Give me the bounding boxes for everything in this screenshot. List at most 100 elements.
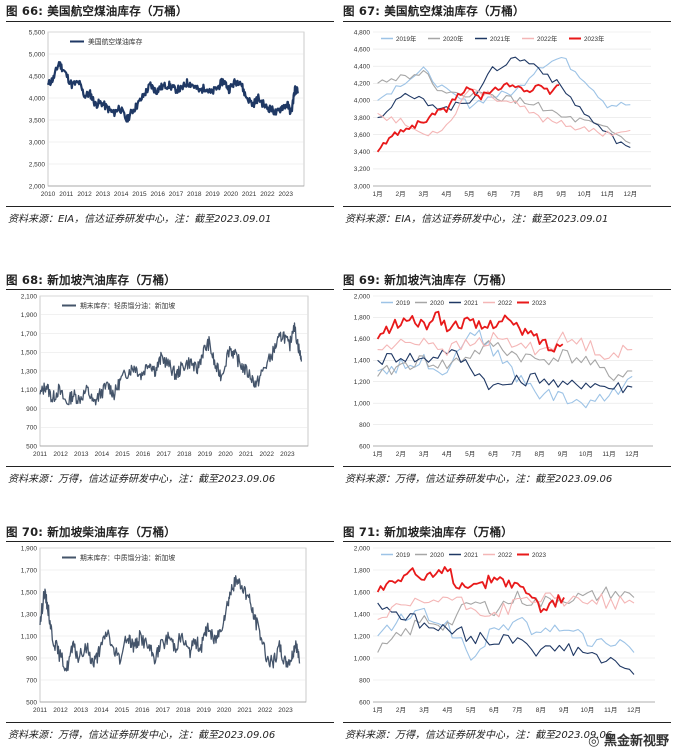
rule	[6, 21, 334, 22]
x-tick-label: 5月	[465, 450, 475, 458]
y-tick-label: 1,400	[354, 611, 371, 618]
x-tick-label: 2013	[74, 451, 89, 458]
y-tick-label: 4,000	[29, 95, 46, 102]
plot-frame	[39, 547, 307, 703]
x-tick-label: 1月	[373, 450, 383, 458]
y-tick-label: 1,100	[21, 387, 38, 394]
x-tick-label: 2月	[396, 450, 406, 458]
legend-label: 2019	[396, 552, 411, 559]
x-tick-label: 12月	[623, 190, 637, 198]
legend-label: 2021	[464, 300, 479, 307]
x-tick-label: 2019	[198, 451, 213, 458]
y-tick-label: 1,600	[354, 336, 371, 343]
x-tick-label: 4月	[442, 450, 452, 458]
y-tick-label: 4,000	[354, 98, 371, 105]
x-tick-label: 2011	[33, 451, 47, 458]
x-tick-label: 2019	[205, 191, 220, 198]
y-tick-label: 1,000	[354, 400, 371, 407]
x-tick-label: 7月	[510, 190, 520, 198]
y-tick-label: 1,200	[354, 379, 371, 386]
y-tick-label: 1,100	[21, 633, 38, 640]
x-tick-label: 1月	[373, 706, 383, 714]
series-line	[377, 56, 631, 149]
rule	[6, 289, 334, 290]
series-line	[46, 61, 300, 123]
x-tick-label: 2月	[396, 190, 406, 198]
x-tick-label: 4月	[441, 190, 451, 198]
series-line	[377, 329, 633, 409]
x-tick-label: 9月	[556, 190, 566, 198]
y-tick-label: 5,000	[29, 51, 46, 58]
x-tick-label: 2013	[96, 191, 111, 198]
x-tick-label: 10月	[579, 450, 593, 458]
x-tick-label: 2010	[41, 191, 56, 198]
legend-label: 2023	[532, 552, 547, 559]
y-tick-label: 3,000	[354, 183, 371, 190]
legend-label: 期末库存：轻质馏分油：新加坡	[80, 301, 175, 310]
x-tick-label: 2023	[278, 707, 293, 714]
x-tick-label: 12月	[627, 706, 641, 714]
series-line	[377, 331, 633, 360]
x-tick-label: 2020	[224, 191, 239, 198]
legend-label: 2022	[498, 300, 513, 307]
series-line	[39, 575, 301, 672]
x-tick-label: 12月	[625, 450, 639, 458]
x-tick-label: 2011	[59, 191, 73, 198]
y-tick-label: 3,500	[29, 117, 46, 124]
y-tick-label: 800	[359, 422, 370, 429]
x-tick-label: 2018	[176, 707, 191, 714]
rule	[6, 541, 334, 542]
chart-title: 图 67: 美国航空煤油库存（万桶）	[343, 4, 525, 18]
legend-label: 2023	[532, 300, 547, 307]
chart-title: 图 71: 新加坡柴油库存（万桶）	[343, 525, 514, 539]
x-tick-label: 2014	[95, 451, 110, 458]
source-note: 资料来源：万得，信达证券研发中心，注：截至2023.09.06	[345, 730, 613, 741]
x-tick-label: 2013	[74, 707, 89, 714]
x-tick-label: 2021	[239, 451, 254, 458]
x-tick-label: 2023	[278, 191, 293, 198]
x-tick-label: 2017	[156, 451, 171, 458]
x-tick-label: 3月	[419, 450, 429, 458]
source-note: 资料来源：万得，信达证券研发中心，注：截至2023.09.06	[8, 474, 276, 485]
y-tick-label: 600	[359, 699, 370, 706]
y-tick-label: 700	[26, 677, 37, 684]
legend-label: 美国航空煤油库存	[88, 37, 143, 46]
y-tick-label: 1,800	[354, 315, 371, 322]
series-line	[39, 322, 303, 406]
legend-label: 2019年	[396, 34, 416, 43]
y-tick-label: 4,600	[354, 46, 371, 53]
chart-sg-diesel-inventory: 500 700 900 1,100 1,300 1,500 1,700 1,900 2011 20…	[21, 545, 307, 714]
rule	[6, 206, 334, 207]
x-tick-label: 2018	[187, 191, 202, 198]
chart-us-jet-fuel-inventory: 2,000 2,500 3,000 3,500 4,000 4,500 5,000 5,500…	[29, 29, 305, 198]
y-tick-label: 3,400	[354, 149, 371, 156]
x-tick-label: 2016	[135, 707, 150, 714]
source-note: 资料来源：EIA，信达证券研发中心，注：截至2023.09.01	[345, 214, 609, 225]
legend-label: 2019	[396, 300, 411, 307]
x-tick-label: 11月	[604, 706, 617, 714]
x-tick-label: 3月	[418, 190, 428, 198]
source-note: 资料来源：EIA，信达证券研发中心，注：截至2023.09.01	[8, 214, 272, 225]
y-tick-label: 500	[26, 699, 37, 706]
chart-title: 图 66: 美国航空煤油库存（万桶）	[6, 4, 188, 18]
x-tick-label: 6月	[488, 450, 498, 458]
series-line	[377, 349, 633, 394]
x-tick-label: 2020	[218, 451, 233, 458]
x-tick-label: 2015	[132, 191, 147, 198]
x-tick-label: 2018	[177, 451, 192, 458]
chart-sg-gasoline-seasonal: 600 800 1,000 1,200 1,400 1,600 1,800 2,000 1月 2月…	[354, 293, 653, 458]
x-tick-label: 2015	[115, 707, 130, 714]
x-tick-label: 2020	[217, 707, 232, 714]
legend-label: 2023年	[584, 34, 604, 43]
x-tick-label: 2014	[114, 191, 129, 198]
x-tick-label: 4月	[443, 706, 453, 714]
x-tick-label: 9月	[558, 450, 568, 458]
source-note: 资料来源：万得，信达证券研发中心，注：截至2023.09.06	[8, 730, 276, 741]
x-tick-label: 5月	[466, 706, 476, 714]
series-line	[377, 602, 635, 675]
y-tick-label: 1,700	[21, 331, 38, 338]
y-tick-label: 1,900	[21, 312, 38, 319]
legend-label: 2020	[430, 552, 445, 559]
y-tick-label: 2,000	[29, 183, 46, 190]
y-tick-label: 900	[26, 406, 37, 413]
